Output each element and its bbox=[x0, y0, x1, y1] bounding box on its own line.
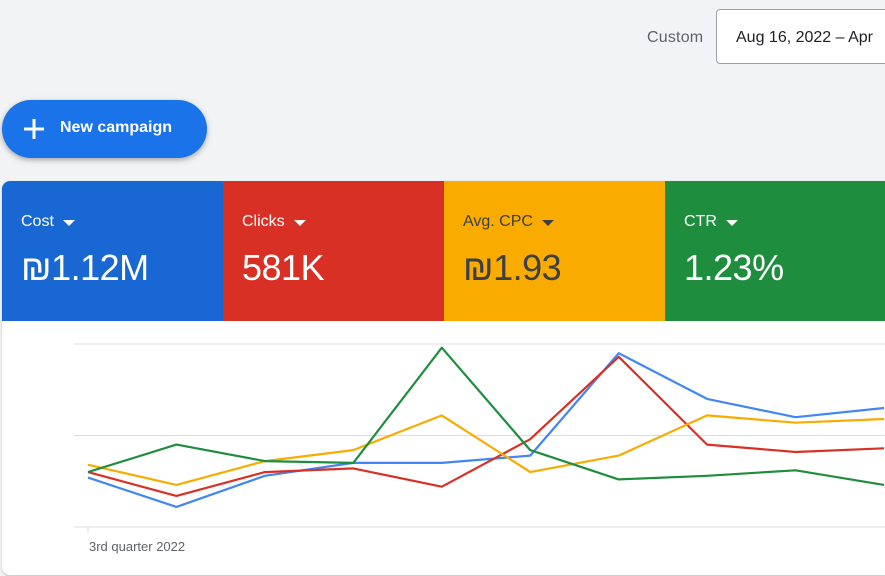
series-line-ctr bbox=[87, 346, 885, 486]
metric-selector-cost[interactable]: Cost bbox=[21, 213, 75, 231]
metric-value-clicks: 581K bbox=[242, 247, 325, 288]
series-line-cost bbox=[87, 352, 885, 508]
metric-value-ctr: 1.23% bbox=[684, 247, 784, 288]
metric-tile-clicks[interactable]: Clicks 581K bbox=[223, 181, 444, 321]
metric-name: Cost bbox=[21, 213, 54, 230]
metric-tiles: Cost ₪1.12M Clicks 581K Avg. CPC ₪1.93 C… bbox=[2, 181, 885, 321]
metric-tile-avg-cpc[interactable]: Avg. CPC ₪1.93 bbox=[444, 181, 665, 321]
metric-name: Avg. CPC bbox=[463, 213, 533, 230]
caret-down-icon bbox=[541, 220, 554, 226]
performance-chart: 3rd quarter 2022 bbox=[2, 321, 885, 575]
metric-tile-cost[interactable]: Cost ₪1.12M bbox=[2, 181, 223, 321]
new-campaign-label: New campaign bbox=[60, 119, 173, 136]
metric-name: Clicks bbox=[242, 213, 285, 230]
metric-selector-ctr[interactable]: CTR bbox=[684, 213, 738, 231]
metric-value-avg-cpc: ₪1.93 bbox=[463, 247, 562, 288]
caret-down-icon bbox=[293, 220, 306, 226]
line-chart bbox=[74, 343, 885, 533]
metric-selector-avg-cpc[interactable]: Avg. CPC bbox=[463, 213, 554, 231]
x-axis-label: 3rd quarter 2022 bbox=[89, 539, 186, 554]
new-campaign-button[interactable]: New campaign bbox=[2, 100, 207, 158]
date-range-value: Aug 16, 2022 – Apr bbox=[736, 29, 873, 46]
plus-icon bbox=[24, 119, 44, 139]
metric-selector-clicks[interactable]: Clicks bbox=[242, 213, 306, 231]
metric-tile-ctr[interactable]: CTR 1.23% bbox=[665, 181, 885, 321]
caret-down-icon bbox=[62, 220, 75, 226]
date-range-label: Custom bbox=[647, 29, 704, 46]
series-line-clicks bbox=[87, 355, 885, 497]
metric-value-cost: ₪1.12M bbox=[21, 247, 149, 288]
date-range-picker[interactable]: Aug 16, 2022 – Apr bbox=[716, 9, 885, 64]
performance-card: Cost ₪1.12M Clicks 581K Avg. CPC ₪1.93 C… bbox=[2, 181, 885, 575]
caret-down-icon bbox=[725, 220, 738, 226]
metric-name: CTR bbox=[684, 213, 717, 230]
series-line-avg_cpc bbox=[87, 414, 885, 486]
